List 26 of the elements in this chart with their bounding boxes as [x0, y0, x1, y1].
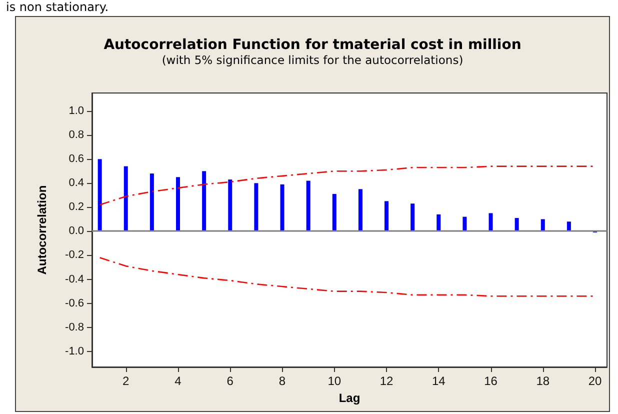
x-tick-label: 6 [226, 374, 234, 388]
y-tick-label: 0.0 [68, 225, 84, 238]
x-tick-label: 18 [536, 374, 550, 388]
x-tick-label: 12 [380, 374, 394, 388]
chart-subtitle: (with 5% significance limits for the autocorrelations) [162, 53, 464, 67]
x-tick-label: 2 [122, 374, 130, 388]
x-tick-label: 4 [174, 374, 182, 388]
y-tick-label: 0.8 [68, 129, 84, 142]
y-tick-label: -0.8 [65, 321, 84, 334]
y-tick-label: 0.2 [68, 201, 84, 214]
x-tick-label: 20 [588, 374, 602, 388]
y-tick-label: 0.4 [68, 177, 84, 190]
y-tick-label: 1.0 [68, 105, 84, 118]
y-tick-label: -0.2 [65, 249, 84, 262]
x-tick-label: 8 [278, 374, 286, 388]
chart-title: Autocorrelation Function for tmaterial cost in million [104, 37, 522, 53]
x-tick-label: 16 [484, 374, 498, 388]
text: is non stationary. [6, 0, 109, 14]
y-tick-label: -0.6 [65, 297, 84, 310]
x-tick-label: 10 [328, 374, 342, 388]
y-tick-label: -0.4 [65, 273, 84, 286]
y-tick-label: -1.0 [65, 345, 84, 358]
x-axis-title: Lag [338, 390, 360, 405]
y-axis-title: Autocorrelation [35, 185, 49, 275]
x-tick-label: 14 [432, 374, 446, 388]
y-tick-label: 0.6 [68, 153, 84, 166]
